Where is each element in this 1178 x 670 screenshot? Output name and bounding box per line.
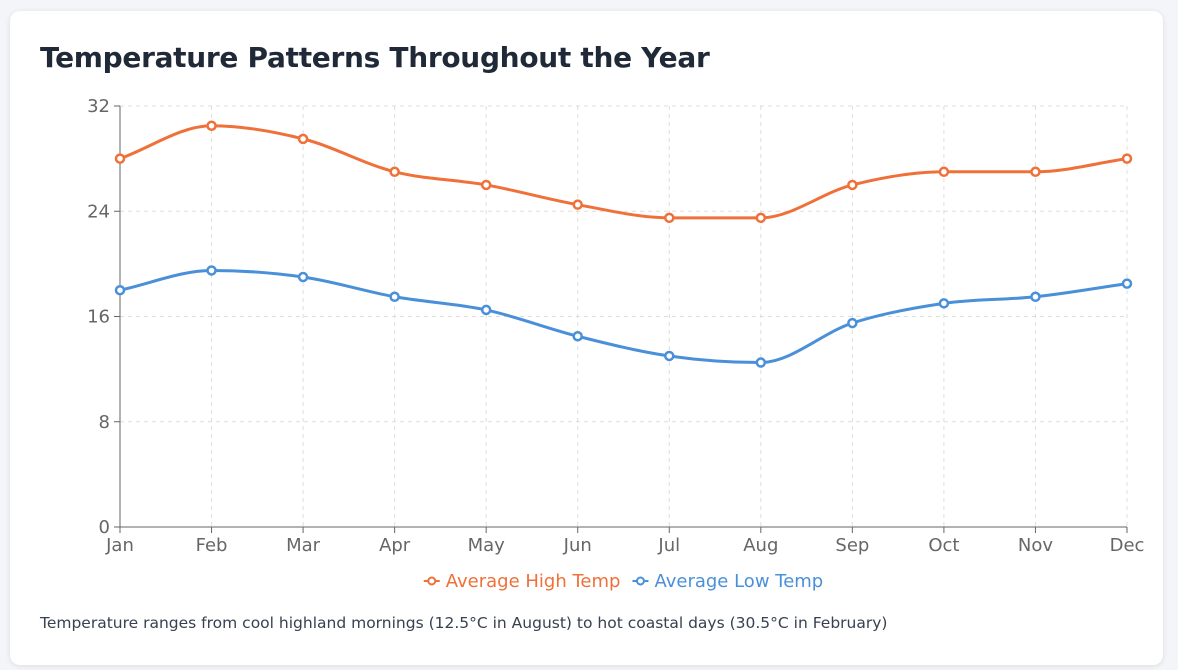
data-point[interactable] bbox=[297, 271, 309, 283]
axes: 0 8 16 24 32 Jan Feb Mar Apr May Jun Jul Aug Sep Oct No… bbox=[87, 96, 1144, 556]
data-point[interactable] bbox=[389, 166, 400, 178]
line-chart: 0 8 16 24 32 Jan Feb Mar Apr May Jun Jul Aug Sep Oct No… bbox=[87, 96, 1144, 592]
x-tick-label: Mar bbox=[286, 535, 321, 556]
y-tick-label: 32 bbox=[87, 96, 110, 117]
data-point[interactable] bbox=[572, 199, 583, 210]
series-line-0 bbox=[118, 124, 1129, 220]
legend: Average High Temp Average Low Temp bbox=[423, 571, 823, 592]
x-tick-label: Sep bbox=[835, 535, 869, 556]
data-point[interactable] bbox=[847, 179, 858, 191]
data-point[interactable] bbox=[847, 317, 858, 329]
x-tick-label: Jan bbox=[105, 535, 134, 556]
data-point[interactable] bbox=[1121, 153, 1133, 164]
data-point[interactable] bbox=[114, 284, 126, 296]
x-tick-label: Aug bbox=[743, 535, 778, 556]
legend-label: Average Low Temp bbox=[654, 571, 823, 592]
series-layer bbox=[114, 120, 1133, 368]
x-tick-label: Jul bbox=[657, 535, 680, 556]
data-point[interactable] bbox=[114, 153, 126, 164]
data-point[interactable] bbox=[389, 291, 400, 303]
data-point[interactable] bbox=[480, 304, 492, 316]
legend-label: Average High Temp bbox=[446, 571, 621, 592]
chart-card: Temperature Patterns Throughout the Year… bbox=[10, 11, 1163, 665]
x-tick-label: May bbox=[468, 535, 506, 556]
legend-swatch-marker bbox=[427, 576, 437, 586]
y-tick-label: 8 bbox=[99, 412, 110, 433]
data-point[interactable] bbox=[206, 120, 217, 131]
x-tick-label: Jun bbox=[563, 535, 592, 556]
data-point[interactable] bbox=[664, 350, 675, 362]
legend-item-0[interactable]: Average High Temp bbox=[423, 571, 621, 592]
x-tick-label: Feb bbox=[196, 535, 228, 556]
data-point[interactable] bbox=[938, 166, 950, 178]
data-point[interactable] bbox=[664, 212, 675, 224]
data-point[interactable] bbox=[206, 265, 217, 276]
chart-caption: Temperature ranges from cool highland mo… bbox=[40, 614, 888, 632]
x-tick-label: Nov bbox=[1018, 535, 1053, 556]
data-point[interactable] bbox=[1030, 291, 1041, 303]
data-point[interactable] bbox=[1030, 166, 1041, 178]
y-tick-label: 16 bbox=[87, 307, 110, 328]
grid bbox=[119, 105, 1128, 527]
x-tick-label: Apr bbox=[379, 535, 411, 556]
legend-item-1[interactable]: Average Low Temp bbox=[632, 571, 823, 592]
x-tick-label: Oct bbox=[928, 535, 959, 556]
y-tick-label: 24 bbox=[87, 201, 110, 222]
legend-swatch-marker bbox=[635, 576, 645, 586]
x-tick-label: Dec bbox=[1110, 535, 1145, 556]
series-line-1 bbox=[118, 268, 1129, 365]
data-point[interactable] bbox=[1121, 278, 1133, 289]
data-point[interactable] bbox=[572, 330, 583, 342]
y-tick-label: 0 bbox=[99, 517, 110, 538]
data-point[interactable] bbox=[755, 212, 767, 224]
data-point[interactable] bbox=[480, 179, 492, 191]
data-point[interactable] bbox=[755, 357, 767, 368]
data-point[interactable] bbox=[938, 298, 950, 309]
data-point[interactable] bbox=[297, 133, 309, 145]
chart-title: Temperature Patterns Throughout the Year bbox=[40, 41, 710, 74]
